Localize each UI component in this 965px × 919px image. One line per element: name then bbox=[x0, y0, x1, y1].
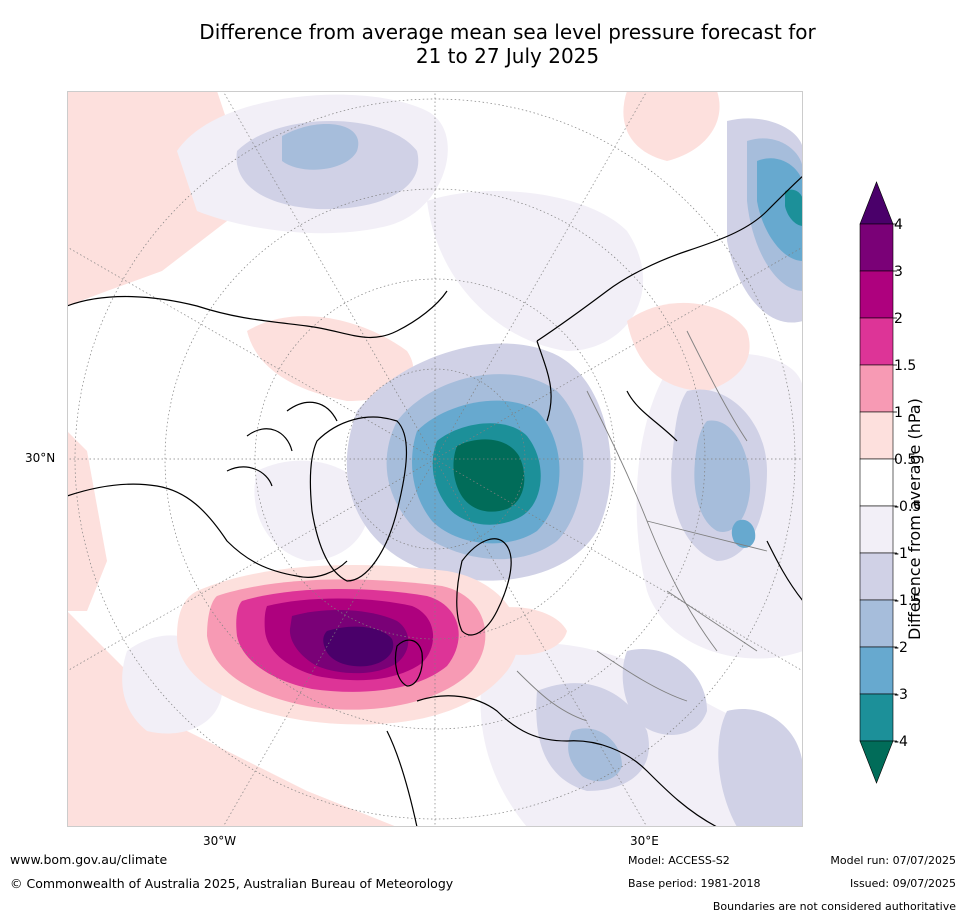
colorbar-swatch-below-4 bbox=[859, 740, 894, 784]
title-line-1: Difference from average mean sea level p… bbox=[199, 20, 816, 44]
coast-europe bbox=[386, 695, 718, 827]
anomaly-neg-arctic-inner bbox=[282, 124, 359, 170]
coast-british-isles bbox=[394, 639, 423, 687]
colorbar-tick-label: 4 bbox=[894, 217, 903, 233]
colorbar-swatch bbox=[859, 599, 894, 648]
lon-label-30e: 30°E bbox=[630, 834, 659, 848]
colorbar-tick-label: 1.5 bbox=[894, 358, 916, 374]
colorbar-swatch bbox=[859, 552, 894, 601]
colorbar-tick-label: -0.5 bbox=[894, 499, 921, 515]
coast-arctic-islands bbox=[226, 401, 338, 487]
colorbar-swatch bbox=[859, 458, 894, 507]
anomaly-pos-east-asia bbox=[627, 302, 750, 391]
colorbar-tick-labels: 4 3 2 1.5 1 0.5 -0.5 -1 -1.5 -2 -3 -4 bbox=[893, 217, 921, 750]
lon-label-30w: 30°W bbox=[203, 834, 237, 848]
colorbar-tick-label: 2 bbox=[894, 311, 903, 327]
footer-model-run: Model run: 07/07/2025 bbox=[830, 854, 956, 867]
anomaly-neg-central-asia-top bbox=[427, 191, 644, 351]
graticule bbox=[67, 91, 803, 827]
colorbar-swatch bbox=[859, 270, 894, 319]
coast-asia-south bbox=[626, 390, 803, 602]
colorbar: 4 3 2 1.5 1 0.5 -0.5 -1 -1.5 -2 -3 -4 bbox=[859, 181, 921, 784]
anomaly-pos-atlantic-core bbox=[323, 626, 394, 667]
colorbar-swatch bbox=[859, 223, 894, 272]
colorbar-tick-label: -1 bbox=[894, 546, 908, 562]
footer-website[interactable]: www.bom.gov.au/climate bbox=[10, 852, 168, 867]
colorbar-tick-label: 3 bbox=[894, 264, 903, 280]
coast-siberia bbox=[536, 175, 803, 422]
coastlines bbox=[67, 175, 803, 827]
title-line-2: 21 to 27 July 2025 bbox=[415, 44, 600, 68]
coast-north-america bbox=[67, 290, 448, 578]
colorbar-swatch bbox=[859, 317, 894, 366]
colorbar-tick-label: -3 bbox=[894, 687, 908, 703]
colorbar-swatch bbox=[859, 364, 894, 413]
colorbar-title: Difference from average (hPa) bbox=[905, 398, 924, 640]
colorbar-tick-label: 1 bbox=[894, 405, 903, 421]
colorbar-swatches bbox=[859, 181, 894, 784]
colorbar-tick-label: -2 bbox=[894, 640, 908, 656]
colorbar-swatch-above-4 bbox=[859, 181, 894, 225]
anomaly-neg-central-asia-spot bbox=[731, 519, 756, 548]
map-title: Difference from average mean sea level p… bbox=[140, 20, 875, 68]
colorbar-swatch bbox=[859, 693, 894, 742]
footer-base-period: Base period: 1981-2018 bbox=[628, 877, 761, 890]
anomaly-neg-middle-east bbox=[718, 709, 803, 827]
anomaly-neg-west-siberia-2 bbox=[694, 420, 751, 532]
country-borders bbox=[516, 330, 768, 722]
anomaly-pos-southwest bbox=[67, 611, 397, 827]
coast-greenland bbox=[309, 416, 407, 582]
anomaly-neg-barents-core bbox=[453, 439, 525, 512]
colorbar-swatch bbox=[859, 411, 894, 460]
colorbar-swatch bbox=[859, 505, 894, 554]
colorbar-swatch bbox=[859, 646, 894, 695]
coast-scandinavia bbox=[456, 538, 512, 636]
colorbar-tick-label: 0.5 bbox=[894, 452, 916, 468]
anomaly-neg-ne-siberia-4 bbox=[785, 189, 803, 226]
anomaly-neg-ne-siberia-3 bbox=[757, 158, 803, 261]
pressure-anomaly-map bbox=[67, 91, 803, 827]
map-frame bbox=[67, 91, 803, 827]
lat-label-30n: 30°N bbox=[25, 451, 56, 465]
footer-model: Model: ACCESS-S2 bbox=[628, 854, 730, 867]
anomaly-pos-leftedge bbox=[67, 431, 107, 611]
colorbar-tick-label: -4 bbox=[894, 734, 908, 750]
footer-copyright: © Commonwealth of Australia 2025, Austra… bbox=[10, 876, 454, 891]
anomaly-pos-ne-pacific-top bbox=[623, 91, 720, 161]
footer-disclaimer: Boundaries are not considered authoritat… bbox=[712, 900, 956, 913]
footer-issued: Issued: 09/07/2025 bbox=[849, 877, 956, 890]
colorbar-tick-label: -1.5 bbox=[894, 593, 921, 609]
